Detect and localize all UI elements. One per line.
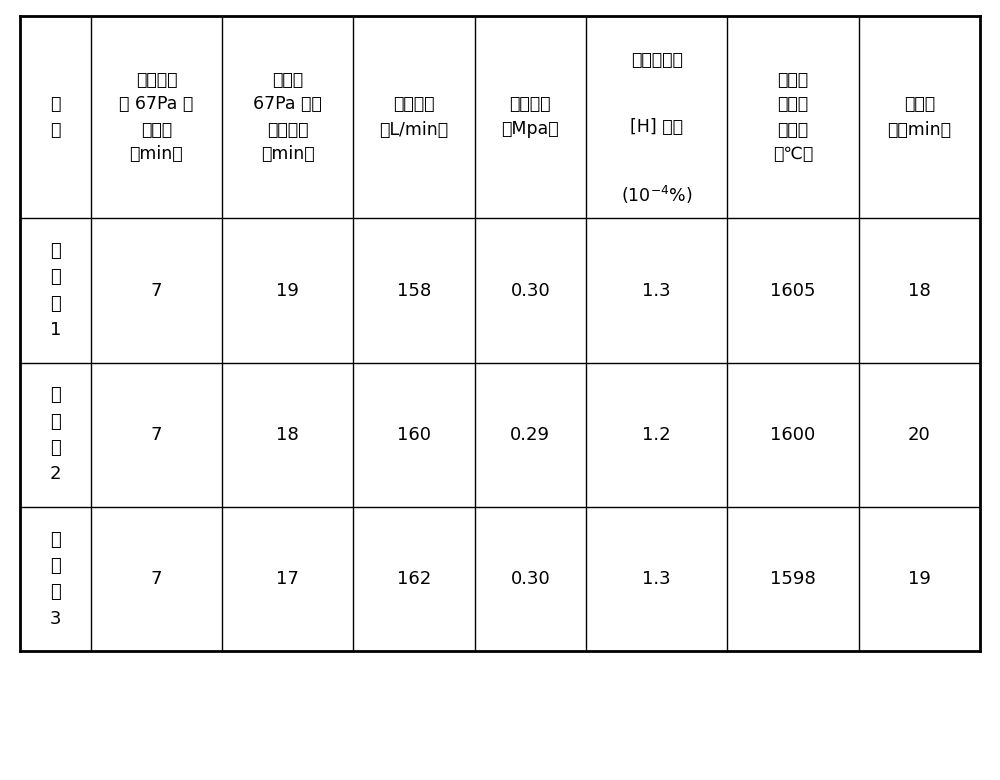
Text: 0.29: 0.29 [510, 426, 550, 444]
Text: 0.30: 0.30 [510, 282, 550, 300]
Text: 1.2: 1.2 [642, 426, 671, 444]
Text: 1.3: 1.3 [642, 282, 671, 300]
Text: 1598: 1598 [770, 570, 816, 588]
Text: 氩气流量
（L/min）: 氩气流量 （L/min） [380, 95, 449, 139]
Text: 真空度
67Pa 以下
保持时间
（min）: 真空度 67Pa 以下 保持时间 （min） [253, 70, 322, 164]
Text: 真空脱气后: 真空脱气后 [631, 51, 683, 69]
Text: 19: 19 [908, 570, 931, 588]
Text: 真空脱
气后钢
液温度
（℃）: 真空脱 气后钢 液温度 （℃） [773, 70, 813, 164]
Text: 实
施
例
2: 实 施 例 2 [50, 386, 61, 484]
Text: 7: 7 [151, 282, 162, 300]
Text: 1600: 1600 [770, 426, 816, 444]
Text: 达到真空
度 67Pa 以
下时间
（min）: 达到真空 度 67Pa 以 下时间 （min） [119, 70, 194, 164]
Text: 软吹时
间（min）: 软吹时 间（min） [887, 95, 951, 139]
Text: 1605: 1605 [770, 282, 816, 300]
Text: 实
施
例
1: 实 施 例 1 [50, 242, 61, 339]
Text: 7: 7 [151, 426, 162, 444]
Text: $(10^{-4}$%$)$: $(10^{-4}$%$)$ [621, 184, 692, 206]
Text: 160: 160 [397, 426, 431, 444]
Text: [H] 含量: [H] 含量 [630, 118, 683, 136]
Text: 162: 162 [397, 570, 431, 588]
Text: 18: 18 [276, 426, 299, 444]
Text: 17: 17 [276, 570, 299, 588]
Text: 1.3: 1.3 [642, 570, 671, 588]
Text: 0.30: 0.30 [510, 570, 550, 588]
Text: 编
号: 编 号 [50, 95, 61, 139]
Text: 19: 19 [276, 282, 299, 300]
Text: 18: 18 [908, 282, 931, 300]
Text: 实
施
例
3: 实 施 例 3 [50, 530, 61, 628]
Text: 氩气压力
（Mpa）: 氩气压力 （Mpa） [502, 95, 559, 139]
Text: 20: 20 [908, 426, 931, 444]
Text: 158: 158 [397, 282, 431, 300]
Text: 7: 7 [151, 570, 162, 588]
